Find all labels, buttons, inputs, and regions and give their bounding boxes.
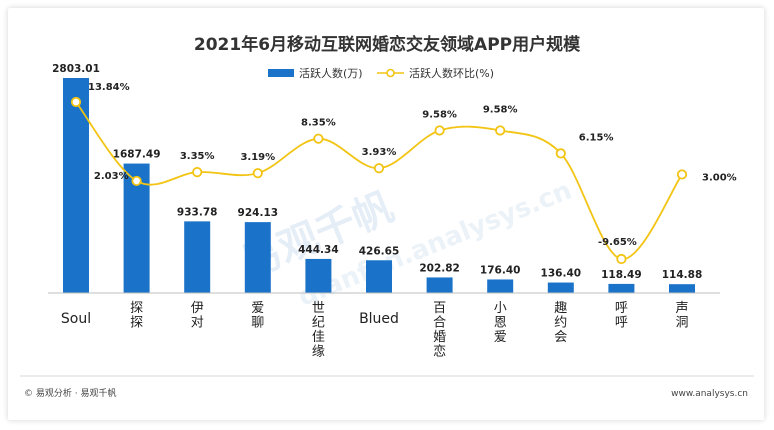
mom-point-1 [131,175,142,187]
mom-point-3 [252,168,263,179]
mom-value-labels: 13.84% 2.03% 3.35% 3.19% 8.35% 3.93% 9.58% 9.58… [88,82,737,248]
legend-bar-swatch [268,69,294,77]
watermark: 易观千帆 qianfan.analysys.cn [235,175,577,312]
mom-value-label-5: 3.93% [362,147,397,158]
category-label-2: 伊对 [191,301,204,331]
bar-4 [305,258,332,293]
legend-line-marker [386,68,395,78]
mom-value-label-8: 6.15% [579,132,614,143]
category-label-10: 声洞 [675,301,688,331]
mom-points [70,96,688,265]
bar-value-label-2: 933.78 [177,206,218,218]
mom-value-label-4: 8.35% [301,118,336,129]
bar-value-label-6: 202.82 [419,262,460,274]
bar-2 [184,221,211,293]
mom-value-label-9: -9.65% [598,237,637,248]
mom-point-6 [434,125,445,136]
bar-series [63,78,695,293]
mom-line [75,101,683,260]
category-labels: Soul 探探 伊对 爱聊 世纪佳缘 Blued 百合婚恋 小恩爱 趣约会 呼呼 声洞 [61,301,689,360]
category-label-1: 探探 [130,301,143,331]
mom-point-5 [373,163,385,174]
bar-8 [547,282,574,293]
legend-bar-label: 活跃人数(万) [299,66,363,80]
footer-left: © 易观分析 · 易观千帆 [24,387,116,399]
bar-6 [426,277,453,293]
bar-value-labels: 2803.01 1687.49 933.78 924.13 444.34 426.65 20… [52,63,702,281]
mom-point-0 [70,96,82,108]
mom-value-label-6: 9.58% [422,109,457,120]
mom-value-label-0: 13.84% [88,82,130,93]
category-label-0: Soul [61,311,91,327]
mom-value-label-2: 3.35% [180,151,215,162]
mom-point-7 [495,125,506,136]
footer-right: www.analysys.cn [671,389,748,399]
category-label-4: 世纪佳缘 [312,301,325,360]
bar-value-label-10: 114.88 [662,269,703,281]
category-label-5: Blued [359,311,399,327]
mom-point-2 [192,167,203,178]
bar-9 [608,283,635,293]
mom-value-label-3: 3.19% [240,152,275,163]
legend: 活跃人数(万) 活跃人数环比(%) [268,66,494,80]
category-label-8: 趣约会 [554,301,567,345]
bar-value-label-9: 118.49 [601,269,642,281]
mom-point-8 [555,148,566,159]
bar-value-label-0: 2803.01 [52,63,100,75]
category-label-3: 爱聊 [251,301,264,331]
bar-value-label-7: 176.40 [480,264,521,276]
mom-value-label-7: 9.58% [483,104,518,115]
legend-line-label: 活跃人数环比(%) [409,66,494,80]
bar-value-label-1: 1687.49 [113,149,161,161]
mom-point-10 [676,169,688,180]
bar-7 [487,279,514,293]
mom-point-9 [616,253,627,265]
bar-value-label-4: 444.34 [298,244,339,256]
bar-value-label-5: 426.65 [359,245,400,257]
bar-3 [244,222,271,293]
mom-point-4 [313,133,324,144]
bar-5 [366,260,392,293]
mom-value-label-10: 3.00% [702,172,737,183]
bar-10 [669,284,695,293]
bar-0 [63,78,89,293]
category-label-7: 小恩爱 [494,301,507,345]
category-label-6: 百合婚恋 [433,301,446,360]
bar-value-label-8: 136.40 [541,268,582,280]
chart-title: 2021年6月移动互联网婚恋交友领域APP用户规模 [194,34,581,55]
mom-value-label-1: 2.03% [94,171,129,182]
bar-value-label-3: 924.13 [238,207,279,219]
category-label-9: 呼呼 [615,301,628,331]
